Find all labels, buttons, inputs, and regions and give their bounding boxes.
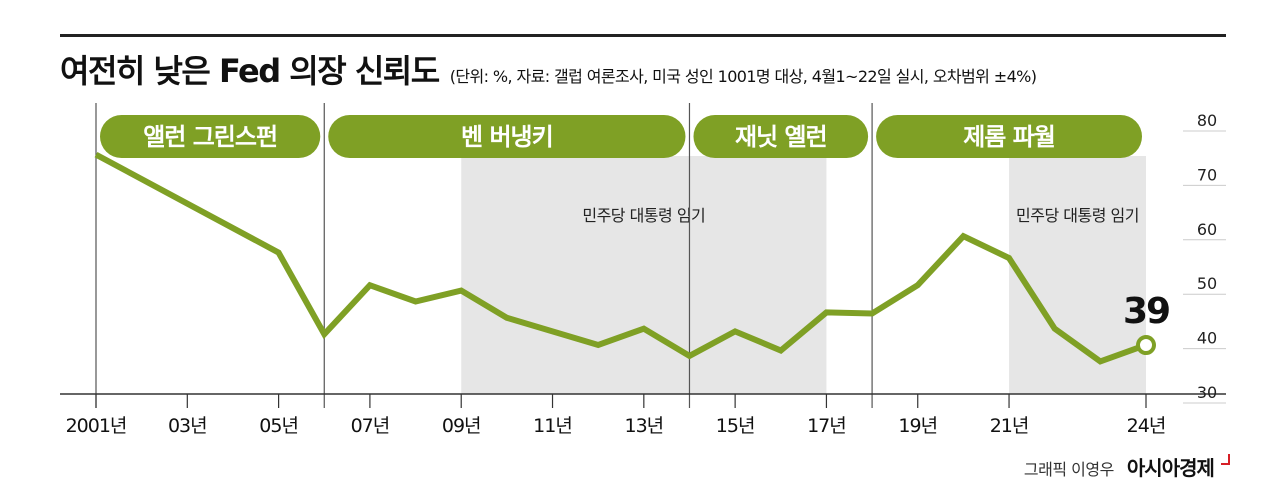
x-tick-label: 11년 xyxy=(533,415,572,437)
y-tick-label: 50 xyxy=(1197,274,1217,293)
dem-period-label: 민주당 대통령 임기 xyxy=(1016,206,1139,225)
final-value-label: 39 xyxy=(1123,291,1169,332)
y-tick-label: 40 xyxy=(1197,329,1217,348)
x-tick-label: 17년 xyxy=(807,415,846,437)
dem-period-band xyxy=(461,156,827,394)
x-tick-label: 05년 xyxy=(259,415,298,437)
x-tick-label: 19년 xyxy=(898,415,937,437)
era-pill-label: 벤 버냉키 xyxy=(461,123,553,151)
dem-period-shading: 민주당 대통령 임기 민주당 대통령 임기 xyxy=(461,156,1146,394)
x-tick-label: 13년 xyxy=(624,415,663,437)
final-point xyxy=(1136,335,1156,356)
y-tick-label: 80 xyxy=(1197,111,1217,130)
dem-period-label: 민주당 대통령 임기 xyxy=(582,206,705,225)
era-pill-label: 제롬 파월 xyxy=(963,123,1055,151)
graphic-credit: 그래픽 이영우 xyxy=(1023,460,1114,479)
title-row: 여전히 낮은 Fed 의장 신뢰도 (단위: %, 자료: 갤럽 여론조사, 미… xyxy=(60,46,1037,92)
era-pill-label: 앨런 그린스펀 xyxy=(143,123,277,151)
y-tick-label: 70 xyxy=(1197,165,1217,184)
dem-period-band xyxy=(1009,156,1146,394)
y-axis: 80 70 60 50 40 30 xyxy=(1197,111,1217,402)
publisher-logo: 아시아경제 xyxy=(1126,456,1215,480)
y-tick-label: 60 xyxy=(1197,220,1217,239)
confidence-series: 39 xyxy=(94,151,1171,365)
publisher-mark-icon xyxy=(1221,454,1230,465)
chair-era-labels: 앨런 그린스펀 벤 버냉키 재닛 옐런 제롬 파월 xyxy=(100,115,1142,158)
series-line xyxy=(94,151,1148,365)
top-rule xyxy=(60,34,1226,37)
chart-subtitle: (단위: %, 자료: 갤럽 여론조사, 미국 성인 1001명 대상, 4월1… xyxy=(449,67,1037,86)
y-gridlines xyxy=(1183,130,1226,404)
chart-title: 여전히 낮은 Fed 의장 신뢰도 xyxy=(60,52,440,90)
x-tick-label: 24년 xyxy=(1127,415,1166,437)
x-axis: 2001년 03년 05년 07년 09년 11년 13년 15년 17년 19년 21년 24년 xyxy=(60,393,1226,437)
x-tick-label: 09년 xyxy=(442,415,481,437)
era-pill xyxy=(328,115,686,158)
x-tick-label: 15년 xyxy=(716,415,755,437)
era-pill xyxy=(693,115,869,158)
y-tick-label: 30 xyxy=(1197,383,1217,402)
era-pill-label: 재닛 옐런 xyxy=(735,123,827,151)
era-pill xyxy=(100,115,321,158)
x-tick-label: 21년 xyxy=(990,415,1029,437)
x-tick-label: 07년 xyxy=(351,415,390,437)
era-pill xyxy=(876,115,1142,158)
x-tick-label: 03년 xyxy=(168,415,207,437)
credit: 그래픽 이영우 아시아경제 xyxy=(1024,452,1230,481)
x-tick-label: 2001년 xyxy=(66,415,127,437)
